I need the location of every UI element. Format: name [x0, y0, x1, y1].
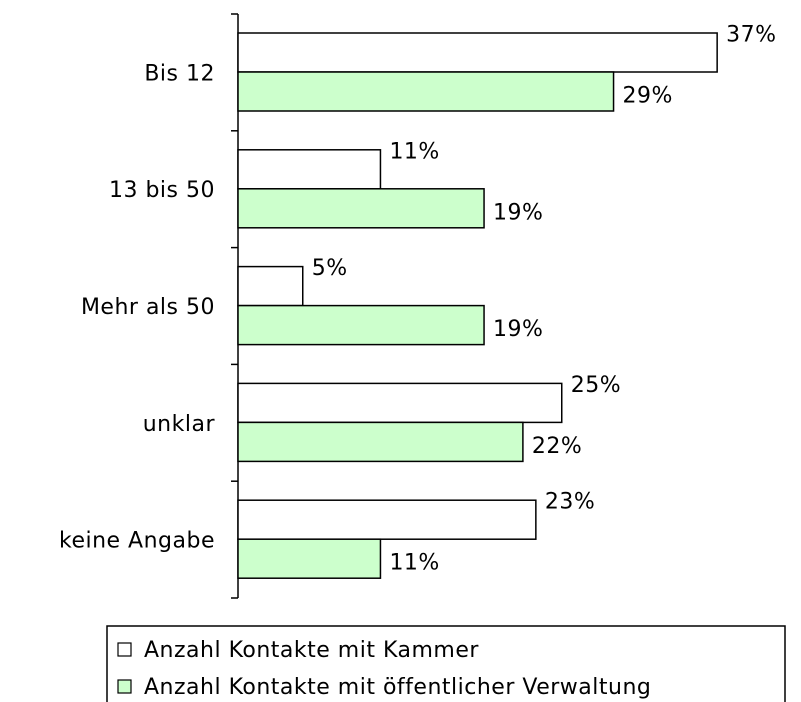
y-tick-label: Bis 12 — [144, 61, 215, 86]
legend-swatch — [117, 642, 132, 657]
y-tick-label: Mehr als 50 — [81, 295, 215, 320]
data-label: 19% — [493, 200, 543, 225]
y-tick-label: unklar — [143, 412, 216, 437]
legend-label: Anzahl Kontakte mit öffentlicher Verwalt… — [144, 675, 651, 700]
data-label: 11% — [389, 551, 439, 576]
y-tick-label: 13 bis 50 — [109, 178, 215, 203]
legend-label: Anzahl Kontakte mit Kammer — [144, 638, 479, 663]
data-label: 19% — [493, 317, 543, 342]
bar — [237, 382, 563, 424]
legend-swatch — [117, 679, 132, 694]
bar — [237, 421, 524, 463]
data-label: 25% — [571, 373, 621, 398]
data-label: 5% — [312, 256, 348, 281]
data-label: 11% — [389, 139, 439, 164]
bar — [237, 149, 382, 190]
y-tick-label: keine Angabe — [59, 529, 215, 554]
bar — [237, 499, 537, 540]
data-label: 22% — [532, 434, 582, 459]
data-label: 23% — [545, 490, 595, 515]
bar — [237, 304, 485, 346]
data-label: 37% — [726, 23, 776, 48]
legend-box — [106, 625, 786, 702]
bar — [237, 265, 304, 307]
bar — [237, 71, 615, 112]
bar — [237, 188, 485, 229]
bar — [237, 538, 382, 579]
bar — [237, 32, 718, 73]
data-label: 29% — [623, 84, 673, 109]
